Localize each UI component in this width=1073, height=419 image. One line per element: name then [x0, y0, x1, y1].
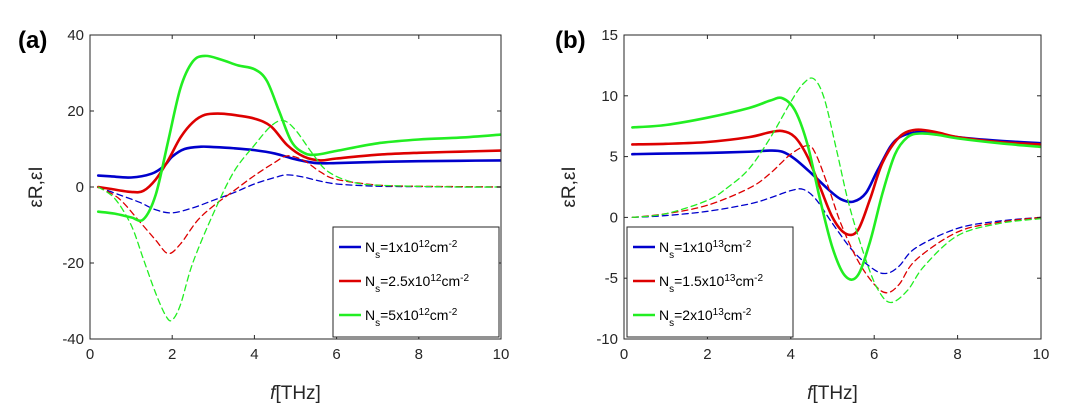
legend-tail-sup: -2	[448, 239, 457, 250]
legend-prefix: N	[365, 239, 375, 255]
legend-mid: =5x10	[380, 307, 419, 323]
x-axis-label: f[THz]	[270, 383, 321, 404]
legend-tail-sup: -2	[448, 307, 457, 318]
legend-sup: 12	[419, 307, 431, 318]
x-tick-label-0: 0	[86, 346, 94, 363]
legend-tail-sup: -2	[754, 273, 763, 284]
panel-label: (b)	[555, 27, 586, 54]
legend-tail: cm	[724, 307, 743, 323]
y-tick-label-1: -5	[605, 270, 618, 287]
legend-tail: cm	[735, 273, 754, 289]
y-tick-label-3: 20	[67, 103, 84, 120]
y-tick-label-1: -20	[62, 255, 84, 272]
y-axis-label: εR,εI	[559, 166, 580, 207]
legend-tail: cm	[430, 307, 449, 323]
legend-prefix: N	[365, 273, 375, 289]
legend-tail: cm	[441, 273, 460, 289]
legend-entry-1: Ns=2.5x1012cm-2	[365, 273, 469, 295]
legend-entry-2: Ns=5x1012cm-2	[365, 307, 458, 329]
x-tick-label-2: 4	[787, 346, 795, 363]
legend-prefix: N	[365, 307, 375, 323]
plot-frame	[623, 34, 1042, 340]
series-line-2-solid	[96, 112, 501, 194]
legend-sub: s	[375, 250, 380, 261]
panel-label: (a)	[18, 27, 47, 54]
legend-tail-sup: -2	[742, 239, 751, 250]
series-line-4-solid	[96, 54, 501, 223]
x-tick-label-2: 4	[250, 346, 258, 363]
legend-sup: 12	[430, 273, 442, 284]
x-tick-label-5: 10	[493, 346, 510, 363]
series-line-4-solid	[631, 96, 1041, 281]
series-line-0-solid	[96, 145, 501, 179]
legend-mid: =1.5x10	[674, 273, 724, 289]
legend-mid: =2x10	[674, 307, 713, 323]
x-tick-label-1: 2	[168, 346, 176, 363]
legend-entry-0: Ns=1x1013cm-2	[659, 239, 752, 261]
chart-panel-a: 0 2 4 6 8 10-40-2002040(a)f[THz]εR,εINs=1x101…	[18, 27, 509, 404]
y-tick-label-4: 40	[67, 27, 84, 44]
legend-sup: 13	[713, 239, 725, 250]
legend-mid: =2.5x10	[380, 273, 430, 289]
legend-prefix: N	[659, 273, 669, 289]
y-tick-label-2: 0	[76, 179, 84, 196]
series-line-5-dashed	[97, 119, 501, 322]
legend-sub: s	[669, 318, 674, 329]
legend-prefix: N	[659, 239, 669, 255]
legend-tail-sup: -2	[742, 307, 751, 318]
y-tick-label-4: 10	[601, 88, 618, 105]
x-tick-label-3: 6	[870, 346, 878, 363]
legend-sub: s	[375, 318, 380, 329]
x-axis-label: f[THz]	[807, 383, 858, 404]
series-line-1-dashed	[97, 174, 501, 214]
x-tick-label-0: 0	[620, 346, 628, 363]
series-line-2-solid	[631, 128, 1041, 237]
x-tick-label-4: 8	[415, 346, 423, 363]
x-tick-label-4: 8	[953, 346, 961, 363]
legend-tail-sup: -2	[460, 273, 469, 284]
legend-entry-0: Ns=1x1012cm-2	[365, 239, 458, 261]
series-group	[631, 77, 1041, 304]
legend-sup: 12	[419, 239, 431, 250]
series-line-1-dashed	[631, 188, 1041, 275]
series-line-5-dashed	[631, 77, 1041, 304]
y-tick-label-3: 5	[610, 149, 618, 166]
chart-panel-b: 0 2 4 6 8 10-10-5051015(b)f[THz]εR,εINs=1x101…	[555, 27, 1049, 404]
legend-sup: 13	[724, 273, 736, 284]
legend: Ns=1x1012cm-2Ns=2.5x1012cm-2Ns=5x1012cm-…	[332, 226, 500, 338]
x-axis-label-symbol: f	[807, 383, 814, 404]
x-axis-label-unit: [THz]	[275, 383, 320, 404]
series-group	[96, 54, 501, 322]
legend-entry-2: Ns=2x1013cm-2	[659, 307, 752, 329]
x-axis-label-symbol: f	[270, 383, 277, 404]
legend-sub: s	[375, 284, 380, 295]
legend-tail: cm	[724, 239, 743, 255]
y-tick-label-0: -40	[62, 331, 84, 348]
y-tick-label-0: -10	[596, 331, 618, 348]
legend-sub: s	[669, 284, 674, 295]
x-axis-label-unit: [THz]	[812, 383, 857, 404]
legend: Ns=1x1013cm-2Ns=1.5x1013cm-2Ns=2x1013cm-…	[626, 226, 794, 338]
legend-sup: 13	[713, 307, 725, 318]
x-tick-label-1: 2	[703, 346, 711, 363]
legend-mid: =1x10	[380, 239, 419, 255]
legend-prefix: N	[659, 307, 669, 323]
x-tick-label-3: 6	[332, 346, 340, 363]
legend-mid: =1x10	[674, 239, 713, 255]
x-tick-label-5: 10	[1033, 346, 1050, 363]
series-line-3-dashed	[631, 145, 1041, 294]
legend-sub: s	[669, 250, 674, 261]
y-axis-label: εR,εI	[26, 166, 47, 207]
legend-tail: cm	[430, 239, 449, 255]
y-tick-label-2: 0	[610, 209, 618, 226]
y-tick-label-5: 15	[601, 27, 618, 44]
legend-entry-1: Ns=1.5x1013cm-2	[659, 273, 763, 295]
